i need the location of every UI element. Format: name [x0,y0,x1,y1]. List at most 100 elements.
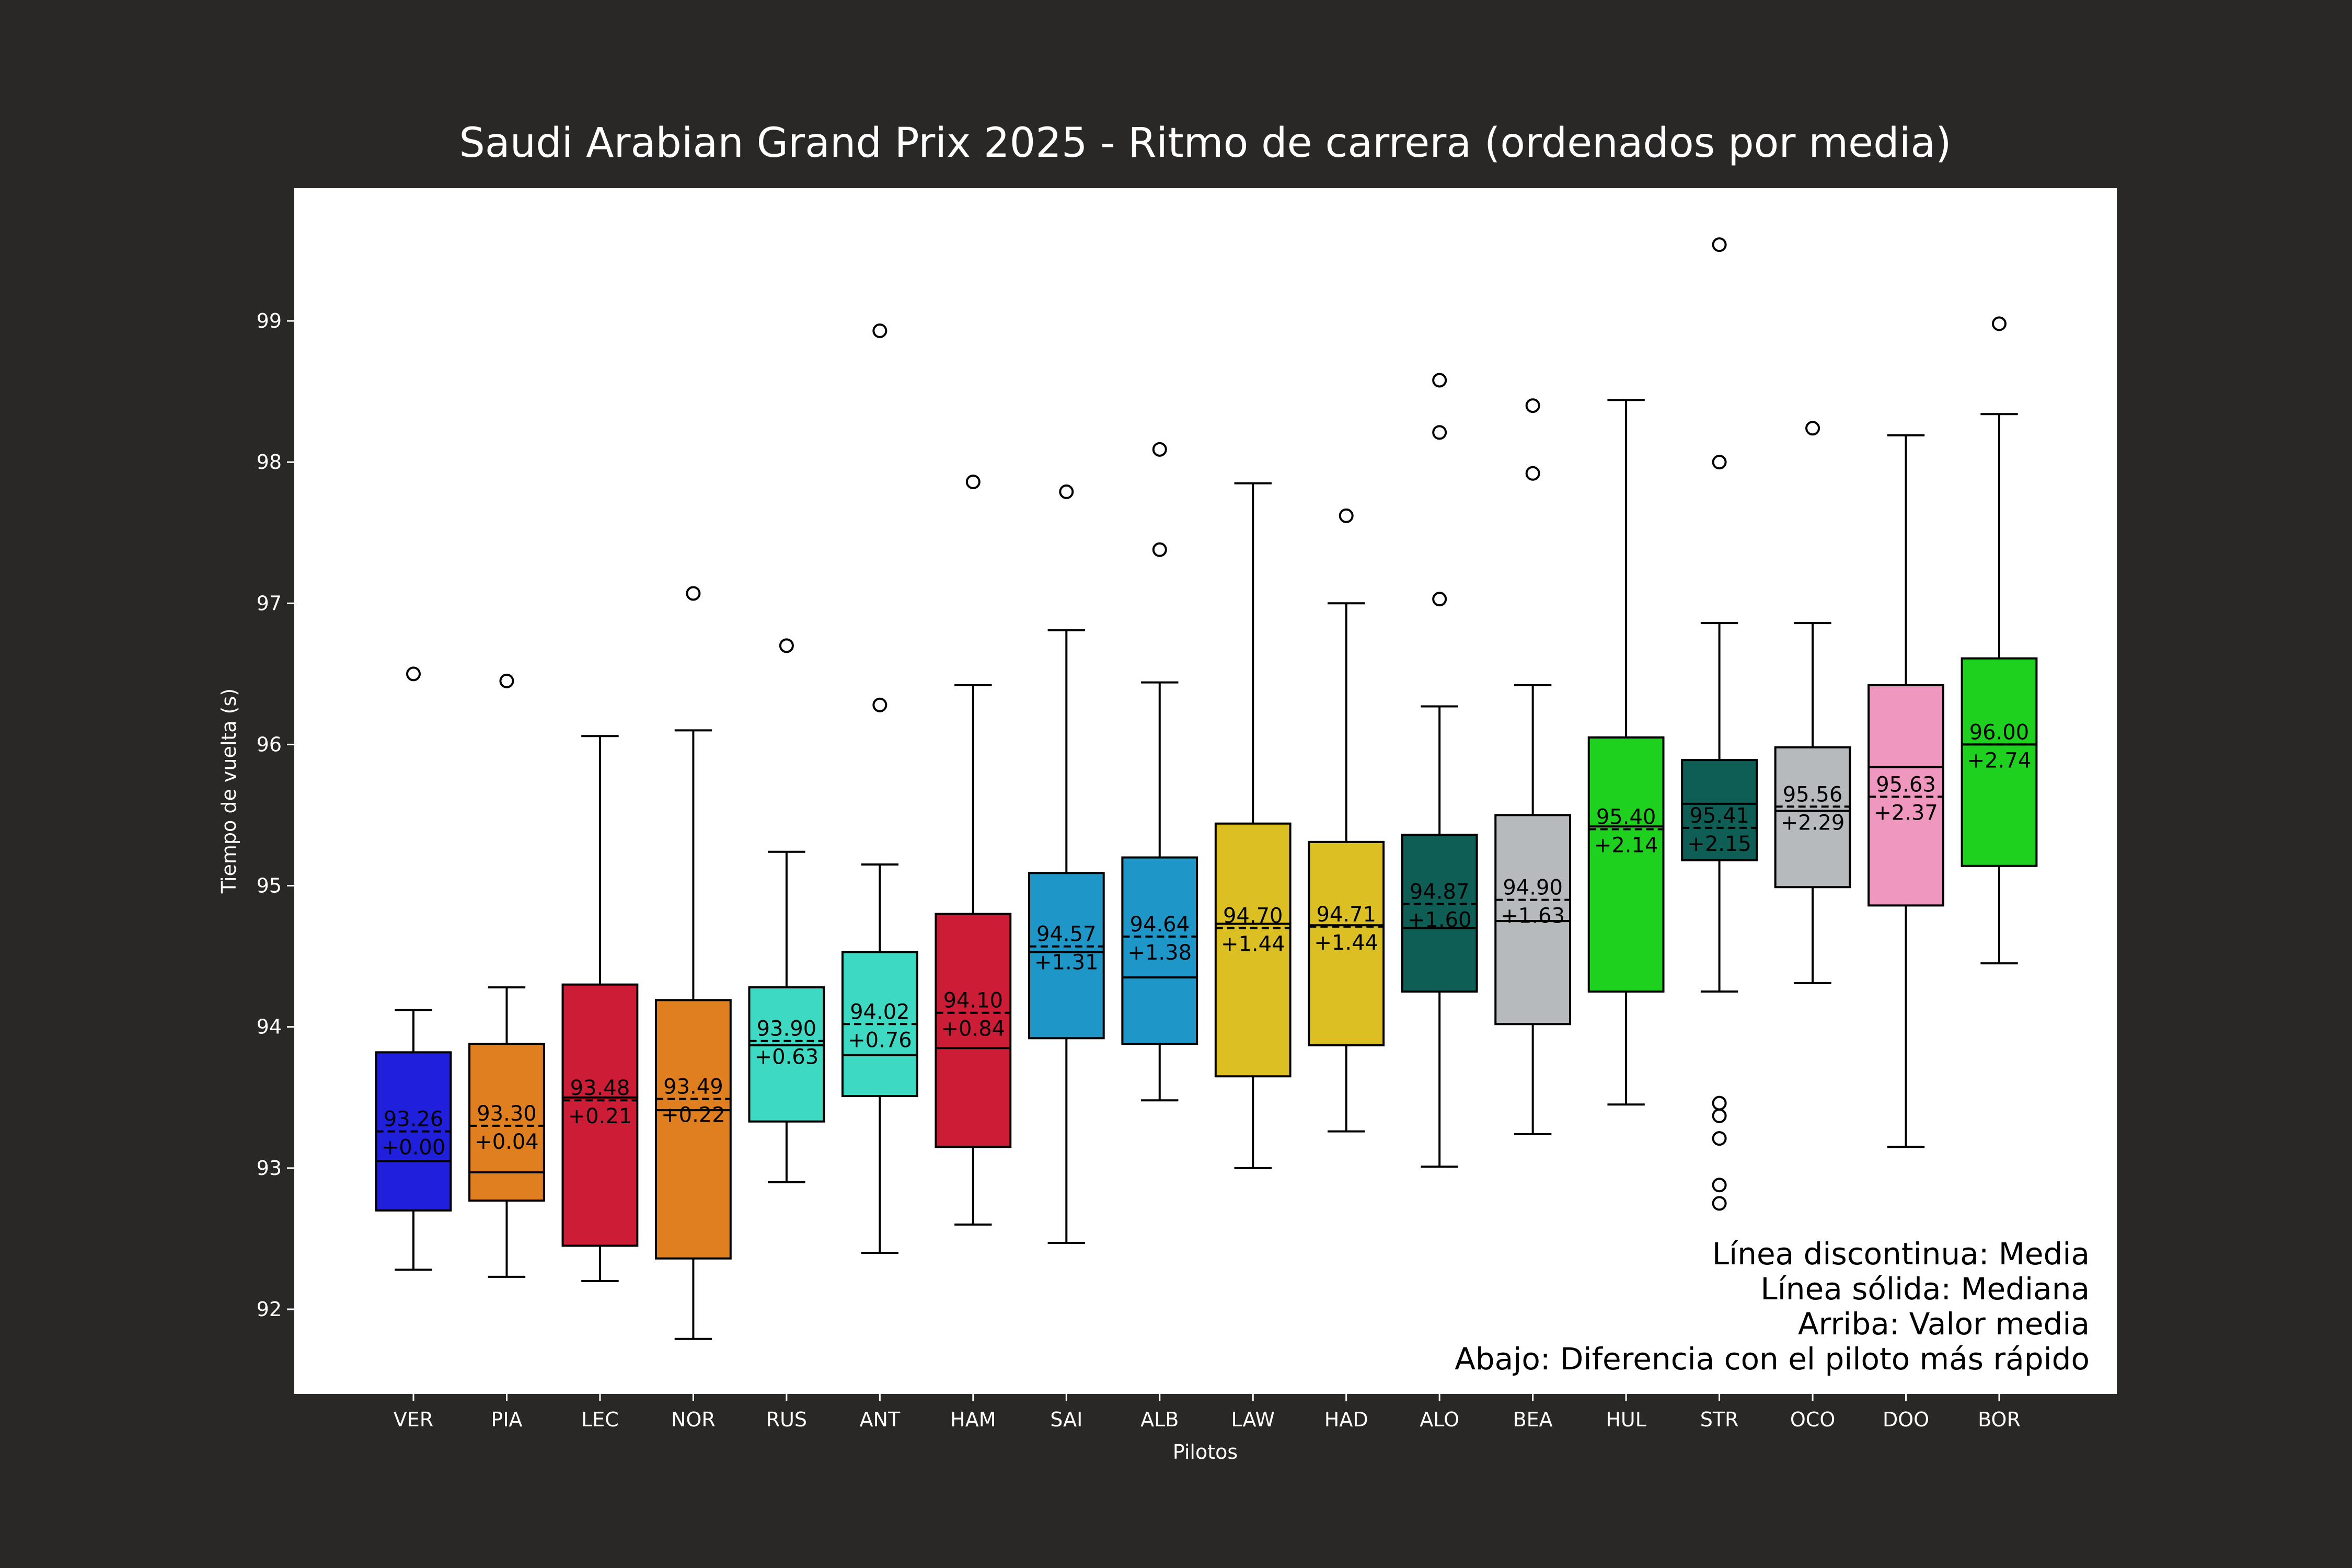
mean-value-label: 94.71 [1316,903,1376,927]
iqr-box [1401,834,1478,993]
outlier-point [1152,542,1167,557]
x-tick-label: ALB [1140,1408,1179,1431]
iqr-box [935,913,1012,1148]
x-tick-label: SAI [1050,1408,1082,1431]
diff-value-label: +2.14 [1594,834,1658,858]
x-tick-label: VER [394,1408,433,1431]
legend-line: Línea discontinua: Media [1712,1236,2090,1272]
x-axis: VER PIA LEC NOR RUS ANT HAM SAI ALB LAW HAD ALO BEA H… [394,1394,2021,1431]
mean-value-label: 93.49 [663,1075,723,1099]
y-tick-label: 98 [257,451,282,474]
outlier-point [499,673,514,688]
y-tick-label: 95 [257,874,282,897]
y-tick-label: 93 [257,1157,282,1180]
iqr-box [655,999,732,1260]
outlier-point [1432,592,1447,607]
driver-box-str: 95.41 +2.15 [1681,237,1758,1211]
outlier-point [872,323,887,338]
diff-value-label: +0.63 [755,1045,819,1069]
iqr-box [1028,872,1105,1040]
mean-value-label: 95.63 [1876,773,1936,797]
outlier-point [1432,373,1447,388]
legend-line: Abajo: Diferencia con el piloto más rápi… [1455,1341,2090,1377]
y-tick-label: 92 [257,1298,282,1321]
iqr-box [748,986,825,1123]
legend-line: Arriba: Valor media [1798,1306,2090,1342]
diff-value-label: +2.29 [1781,811,1845,835]
x-tick-label: BOR [1978,1408,2021,1431]
diff-value-label: +1.44 [1314,931,1378,955]
iqr-box [561,983,639,1247]
mean-value-label: 94.02 [850,1000,910,1024]
iqr-box [1494,814,1572,1025]
iqr-box [1308,840,1385,1046]
iqr-box [1774,746,1851,889]
mean-value-label: 93.48 [570,1076,630,1100]
diff-value-label: +0.76 [848,1028,912,1052]
x-axis-label: Pilotos [1173,1440,1238,1463]
driver-box-ant: 94.02 +0.76 [841,323,918,1254]
driver-box-bor: 96.00 +2.74 [1961,316,2038,965]
diff-value-label: +0.21 [568,1104,632,1128]
diff-value-label: +1.31 [1034,951,1099,975]
x-tick-label: LAW [1231,1408,1275,1431]
outlier-point [1992,316,2007,331]
outlier-point [1712,1131,1727,1146]
driver-box-ham: 94.10 +0.84 [935,474,1012,1226]
outlier-point [1525,466,1540,481]
outlier-point [1059,484,1074,499]
y-axis-label: Tiempo de vuelta (s) [217,688,240,894]
driver-box-rus: 93.90 +0.63 [748,638,825,1183]
mean-value-label: 93.30 [477,1102,537,1126]
x-tick-label: STR [1700,1408,1739,1431]
outlier-point [1712,1178,1727,1193]
iqr-box [1961,657,2038,867]
driver-box-lec: 93.48 +0.21 [561,735,639,1282]
outlier-point [1525,398,1540,413]
driver-box-oco: 95.56 +2.29 [1774,421,1851,984]
driver-box-alo: 94.87 +1.60 [1401,373,1478,1168]
driver-box-alb: 94.64 +1.38 [1121,442,1198,1102]
driver-box-law: 94.70 +1.44 [1214,482,1292,1169]
mean-value-label: 95.40 [1596,805,1656,829]
diff-value-label: +0.84 [941,1017,1006,1041]
iqr-box [1587,736,1665,993]
mean-value-label: 93.26 [384,1108,444,1132]
x-tick-label: ALO [1420,1408,1459,1431]
box-plots: 93.26 +0.00 93.30 +0.04 93.48 +0.21 93.49 +0.22… [375,237,2038,1340]
y-tick-label: 96 [257,733,282,756]
driver-box-doo: 95.63 +2.37 [1867,434,1944,1148]
diff-value-label: +1.38 [1127,941,1192,965]
mean-value-label: 94.10 [943,989,1004,1013]
diff-value-label: +0.22 [661,1103,725,1127]
diff-value-label: +1.60 [1408,908,1472,932]
diff-value-label: +0.00 [382,1136,446,1160]
mean-value-label: 95.41 [1689,804,1749,828]
iqr-box [468,1043,545,1202]
x-tick-label: PIA [491,1408,522,1431]
diff-value-label: +2.37 [1874,801,1938,825]
driver-box-ver: 93.26 +0.00 [375,666,452,1271]
iqr-box [1121,856,1198,1045]
iqr-box [1214,822,1292,1078]
mean-value-label: 94.87 [1410,880,1470,904]
outlier-point [779,638,794,653]
outlier-point [965,474,981,489]
outlier-point [1152,442,1167,457]
driver-box-pia: 93.30 +0.04 [468,673,545,1278]
y-tick-label: 94 [257,1016,282,1039]
iqr-box [1681,759,1758,861]
y-axis: 92 93 94 95 96 97 98 99 [257,309,294,1321]
x-tick-label: RUS [766,1408,807,1431]
x-tick-label: LEC [581,1408,619,1431]
legend-line: Línea sólida: Mediana [1760,1271,2090,1307]
diff-value-label: +0.04 [475,1130,539,1154]
mean-value-label: 94.57 [1036,923,1097,947]
diff-value-label: +1.63 [1501,904,1565,928]
mean-value-label: 96.00 [1969,720,2030,744]
driver-box-hul: 95.40 +2.14 [1587,399,1665,1106]
outlier-point [1712,1096,1727,1111]
y-tick-label: 99 [257,309,282,332]
